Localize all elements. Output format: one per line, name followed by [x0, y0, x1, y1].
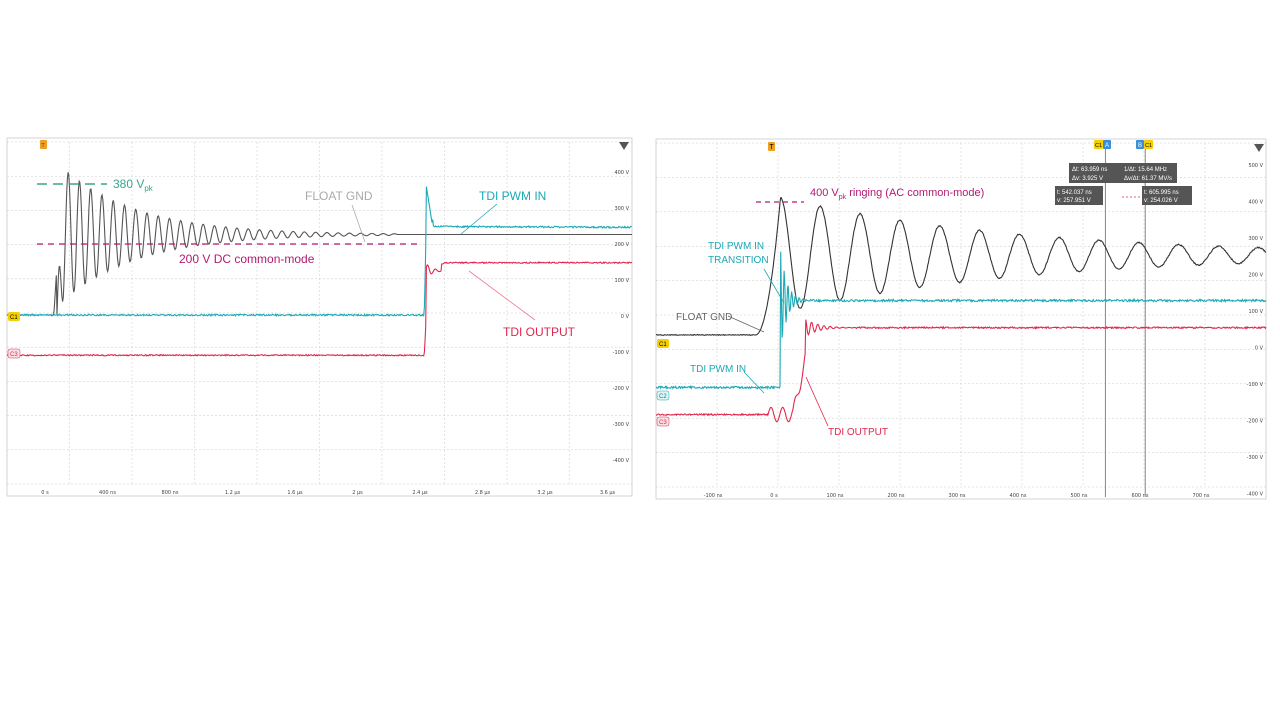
x-tick-label: 200 ns	[888, 493, 905, 499]
channel-marker-c3-right: C3	[657, 417, 669, 426]
scope-left: 0 s 400 ns 800 ns 1.2 µs 1.6 µs 2 µs 2.4 µs 2.8…	[7, 138, 632, 496]
scope-left-plot: 0 s 400 ns 800 ns 1.2 µs 1.6 µs 2 µs 2.4 µs 2.8…	[7, 138, 632, 496]
dc-level-label: 200 V DC common-mode	[179, 252, 315, 266]
x-tick-label: 300 ns	[949, 493, 966, 499]
cursor-tag-a-ch: C1	[1095, 143, 1102, 149]
x-tick-label: 0 s	[41, 490, 49, 496]
pwm-transition-label-1: TDI PWM IN	[708, 241, 764, 252]
cursor-tag-a-label: A	[1105, 143, 1109, 149]
cursor-b-volt: v: 254.026 V	[1144, 198, 1178, 204]
y-tick-label: 100 V	[1248, 309, 1263, 315]
y-tick-label: -200 V	[1247, 419, 1264, 425]
trigger-label-right: T	[770, 144, 775, 151]
cursor-a-readout: t: 542.037 ns v: 257.951 V	[1055, 186, 1103, 205]
channel-marker-c3-label: C3	[10, 352, 18, 358]
x-tick-label: 0 s	[770, 493, 778, 499]
dv-dt-readout: Δv/Δt: 61.37 MV/s	[1124, 176, 1172, 182]
cursor-b-readout: t: 605.995 ns v: 254.026 V	[1142, 186, 1192, 205]
y-tick-label: 100 V	[614, 278, 629, 284]
channel-marker-c3-right-label: C3	[659, 420, 667, 426]
y-tick-label: 200 V	[1248, 273, 1263, 279]
scope-right: -100 ns 0 s 100 ns 200 ns 300 ns 400 ns 500 ns…	[656, 139, 1266, 499]
x-tick-label: 100 ns	[827, 493, 844, 499]
y-tick-label: -300 V	[613, 422, 630, 428]
y-tick-label: 300 V	[1248, 236, 1263, 242]
cursor-tag-b-label: B	[1138, 143, 1142, 149]
trigger-marker: T	[40, 140, 47, 149]
channel-marker-c1-right-label: C1	[659, 342, 667, 348]
x-tick-label: 1.6 µs	[287, 490, 303, 496]
cursor-b-time: t: 605.995 ns	[1144, 190, 1179, 196]
y-tick-label: 500 V	[1248, 163, 1263, 169]
y-tick-label: -200 V	[613, 386, 630, 392]
delta-t-readout: Δt: 63.959 ns	[1072, 167, 1107, 173]
channel-marker-c3: C3	[8, 349, 20, 358]
cursor-a-volt: v: 257.951 V	[1057, 198, 1091, 204]
x-tick-label: 500 ns	[1071, 493, 1088, 499]
cursor-tag-b: B C1	[1136, 140, 1153, 149]
y-tick-label: -300 V	[1247, 455, 1264, 461]
cursor-tag-a: C1 A	[1094, 140, 1111, 149]
output-label: TDI OUTPUT	[503, 325, 576, 339]
x-tick-label: 1.2 µs	[225, 490, 241, 496]
x-tick-label: 2 µs	[352, 490, 363, 496]
pwm-transition-label-2: TRANSITION	[708, 255, 769, 266]
channel-marker-c1: C1	[8, 312, 20, 321]
x-tick-label: 400 ns	[1010, 493, 1027, 499]
x-tick-label: 2.4 µs	[412, 490, 428, 496]
y-tick-label: 0 V	[621, 314, 630, 320]
x-tick-label: 600 ns	[1132, 493, 1149, 499]
channel-marker-c2-right: C2	[657, 391, 669, 400]
trigger-marker-right: T	[768, 142, 775, 151]
delta-v-readout: Δv: 3.925 V	[1072, 176, 1103, 182]
x-tick-label: 800 ns	[162, 490, 179, 496]
float-gnd-label-right: FLOAT GND	[676, 312, 732, 323]
y-tick-label: 400 V	[614, 170, 629, 176]
pwm-in-label-right: TDI PWM IN	[690, 364, 746, 375]
x-tick-label: 700 ns	[1193, 493, 1210, 499]
float-gnd-label: FLOAT GND	[305, 189, 373, 203]
x-tick-label: 2.8 µs	[475, 490, 491, 496]
y-tick-label: 400 V	[1248, 200, 1263, 206]
x-tick-label: 3.6 µs	[600, 490, 616, 496]
scope-right-plot: -100 ns 0 s 100 ns 200 ns 300 ns 400 ns 500 ns…	[656, 139, 1266, 499]
output-label-right: TDI OUTPUT	[828, 427, 888, 438]
x-tick-label: -100 ns	[704, 493, 723, 499]
cursor-a-time: t: 542.037 ns	[1057, 190, 1092, 196]
ringing-label: 400 Vpk ringing (AC common-mode)	[810, 187, 984, 201]
channel-marker-c1-right: C1	[657, 339, 669, 348]
y-tick-label: -400 V	[1247, 492, 1264, 498]
pwm-in-label: TDI PWM IN	[479, 189, 546, 203]
inv-delta-t-readout: 1/Δt: 15.64 MHz	[1124, 167, 1167, 173]
y-tick-label: -100 V	[613, 350, 630, 356]
y-tick-label: -400 V	[613, 458, 630, 464]
y-tick-label: -100 V	[1247, 382, 1264, 388]
delta-readout: Δt: 63.959 ns 1/Δt: 15.64 MHz Δv: 3.925 …	[1069, 163, 1177, 183]
cursor-tag-b-ch: C1	[1145, 143, 1152, 149]
channel-marker-c1-label: C1	[10, 315, 18, 321]
y-tick-label: 200 V	[614, 242, 629, 248]
x-tick-label: 400 ns	[99, 490, 116, 496]
channel-marker-c2-right-label: C2	[659, 394, 667, 400]
y-tick-label: 300 V	[614, 206, 629, 212]
x-tick-label: 3.2 µs	[537, 490, 553, 496]
y-tick-label: 0 V	[1255, 346, 1264, 352]
